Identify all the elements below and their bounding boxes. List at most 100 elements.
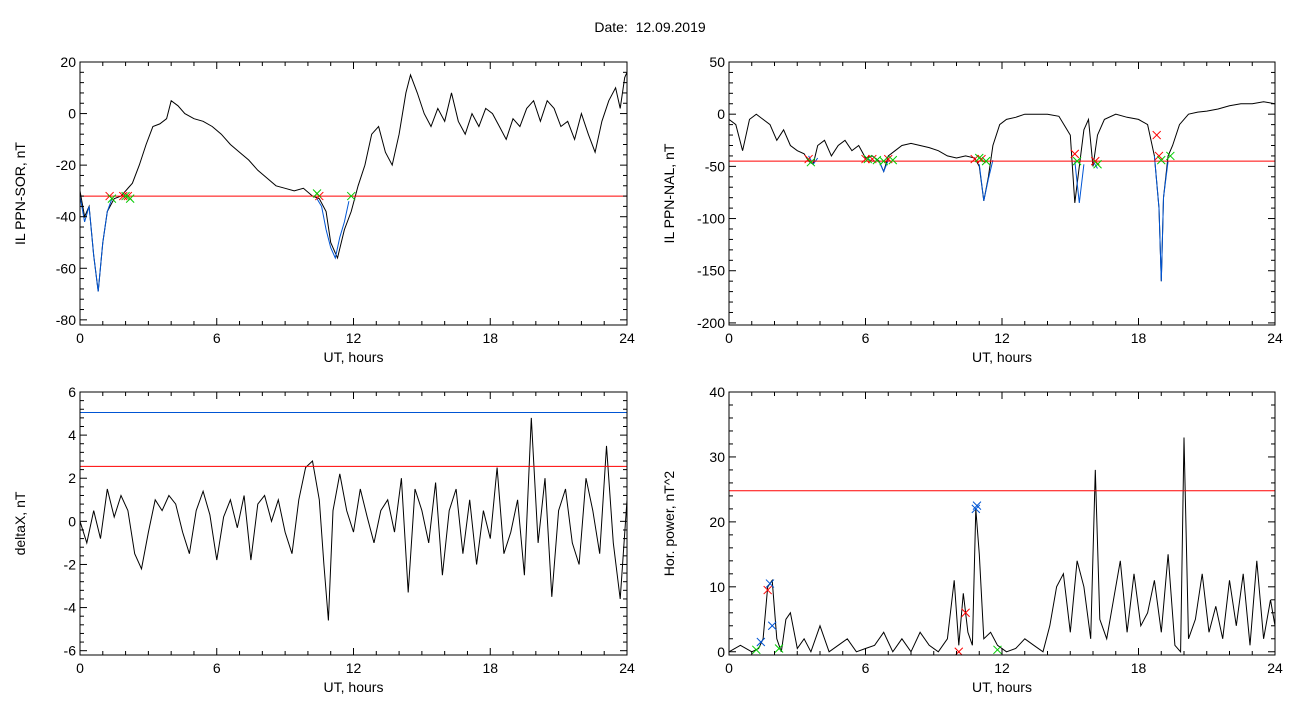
cross-marker	[1072, 156, 1082, 166]
series-line-1	[729, 437, 1275, 654]
y-tick-label: -2	[64, 556, 77, 572]
x-tick-label: 12	[994, 330, 1010, 346]
series-line-5	[1074, 161, 1085, 203]
cross-marker	[767, 621, 777, 631]
cross-marker	[121, 191, 130, 201]
cross-marker	[1154, 151, 1164, 161]
cross-marker	[765, 579, 775, 588]
x-tick-label: 12	[346, 660, 362, 676]
x-tick-label: 0	[725, 660, 733, 676]
y-tick-label: -50	[705, 158, 725, 174]
y-tick-label: 30	[709, 449, 725, 465]
x-tick-label: 24	[619, 660, 635, 676]
cross-marker	[107, 194, 117, 204]
y-axis-label: Hor. power, nT^2	[661, 471, 677, 577]
cross-marker	[879, 156, 889, 166]
cross-marker	[751, 645, 761, 655]
cross-marker	[346, 191, 356, 201]
cross-marker	[806, 157, 816, 167]
y-tick-label: 10	[709, 579, 725, 595]
x-tick-label: 18	[1131, 660, 1147, 676]
x-tick-label: 18	[482, 330, 498, 346]
cross-marker	[1152, 130, 1162, 140]
y-tick-label: 4	[68, 427, 76, 443]
y-tick-label: -150	[697, 263, 725, 279]
cross-marker	[981, 156, 991, 166]
y-tick-label: -200	[697, 315, 725, 331]
y-tick-label: 20	[709, 514, 725, 530]
x-tick-label: 0	[76, 330, 84, 346]
chart-panel-4: 0 6 12 18 24 0 10 20 30 40 UT, hours Hor. power, nT…	[661, 384, 1283, 695]
x-tick-label: 12	[994, 660, 1010, 676]
x-tick-label: 0	[76, 660, 84, 676]
x-tick-label: 18	[1131, 330, 1147, 346]
y-tick-label: 0	[717, 644, 725, 660]
y-tick-label: 2	[68, 470, 76, 486]
cross-marker	[1165, 151, 1175, 161]
x-tick-label: 24	[1267, 330, 1283, 346]
y-tick-label: -40	[56, 209, 76, 225]
cross-marker	[971, 504, 981, 514]
series-line-4	[978, 159, 994, 201]
y-tick-label: 20	[60, 54, 76, 70]
cross-marker	[974, 153, 984, 163]
plot-frame	[728, 61, 1276, 326]
plot-frame	[79, 391, 628, 656]
plot-frame	[728, 391, 1276, 656]
series-line-7	[1153, 155, 1169, 282]
cross-marker	[861, 154, 870, 164]
cross-marker	[1093, 159, 1102, 169]
x-axis-label: UT, hours	[972, 679, 1032, 695]
series-line-1	[80, 417, 627, 621]
y-tick-label: 50	[709, 54, 725, 70]
y-tick-label: 0	[717, 106, 725, 122]
y-tick-label: 6	[68, 384, 76, 400]
x-axis-label: UT, hours	[972, 349, 1032, 365]
y-tick-label: 0	[68, 513, 76, 529]
y-axis-label: deltaX, nT	[12, 491, 28, 555]
y-tick-label: -20	[56, 157, 76, 173]
cross-marker	[972, 501, 982, 510]
series-line-1	[80, 72, 627, 292]
x-tick-label: 6	[213, 660, 221, 676]
x-tick-label: 24	[619, 330, 635, 346]
x-tick-label: 18	[482, 660, 498, 676]
y-tick-label: -100	[697, 211, 725, 227]
series-line-3	[316, 198, 350, 260]
y-tick-label: -80	[56, 312, 76, 328]
series-group	[729, 437, 1275, 655]
series-group	[729, 101, 1275, 282]
chart-panel-2: 0 6 12 18 24 -200 -150 -100 -50 0 50 UT, hours IL PP…	[661, 54, 1283, 365]
cross-marker	[756, 637, 766, 647]
cross-marker	[312, 189, 322, 198]
x-tick-label: 0	[725, 330, 733, 346]
cross-marker	[993, 645, 1002, 655]
cross-marker	[118, 191, 128, 201]
y-axis-label: IL PPN-SOR, nT	[12, 142, 28, 245]
cross-marker	[977, 154, 986, 164]
x-tick-label: 6	[862, 330, 870, 346]
cross-marker	[961, 608, 970, 618]
figure-title: Date: 12.09.2019	[594, 19, 706, 35]
y-tick-label: -4	[64, 600, 77, 616]
y-tick-label: -60	[56, 260, 76, 276]
cross-marker	[1070, 149, 1080, 159]
series-group	[80, 412, 627, 621]
cross-marker	[763, 585, 773, 595]
series-line-2	[80, 196, 113, 292]
x-axis-label: UT, hours	[324, 349, 384, 365]
x-tick-label: 6	[213, 330, 221, 346]
series-group	[80, 72, 627, 292]
x-axis-label: UT, hours	[324, 679, 384, 695]
x-tick-label: 6	[862, 660, 870, 676]
y-axis-label: IL PPN-NAL, nT	[661, 143, 677, 243]
cross-marker	[125, 194, 135, 204]
y-tick-label: 40	[709, 384, 725, 400]
chart-panel-1: 0 6 12 18 24 -80 -60 -40 -20 0 20 UT, hours IL PPN-S…	[12, 54, 635, 365]
x-tick-label: 24	[1267, 660, 1283, 676]
x-tick-label: 12	[346, 330, 362, 346]
series-line-1	[729, 101, 1275, 282]
